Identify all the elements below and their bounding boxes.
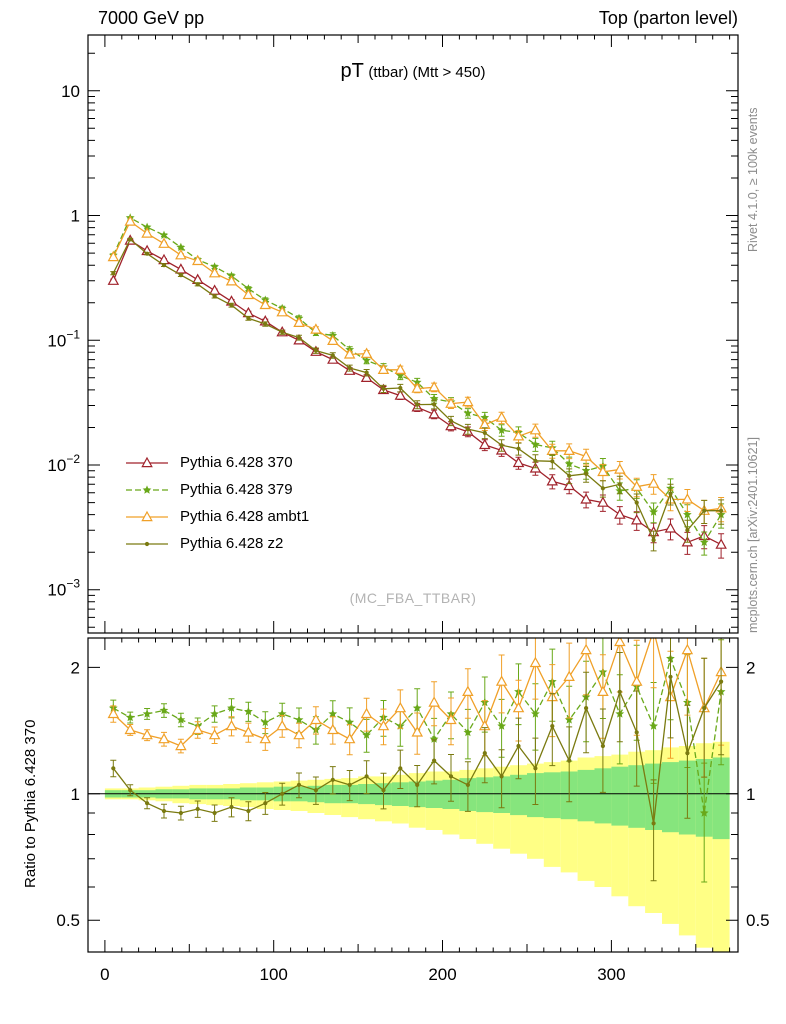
process-label: Top (parton level) — [598, 8, 738, 28]
analysis-watermark: (MC_FBA_TTBAR) — [349, 590, 477, 606]
rivet-version-note: Rivet 4.1.0, ≥ 100k events — [746, 107, 760, 252]
ratio-y-axis-label: Ratio to Pythia 6.428 370 — [22, 719, 39, 888]
svg-text:0: 0 — [100, 965, 109, 984]
plot-title-cut: (ttbar) (Mtt > 450) — [368, 64, 486, 81]
svg-text:300: 300 — [597, 965, 625, 984]
svg-text:1: 1 — [71, 207, 80, 226]
legend-marker-sample — [126, 510, 168, 521]
ratio-panel-frame — [87, 637, 739, 953]
svg-text:0.5: 0.5 — [56, 911, 80, 930]
legend-item: Pythia 6.428 370 — [124, 449, 309, 476]
legend-label: Pythia 6.428 379 — [180, 481, 293, 498]
svg-text:10−2: 10−2 — [47, 452, 80, 475]
legend: Pythia 6.428 370 Pythia 6.428 379 Pythia 6… — [124, 449, 309, 557]
beam-label: 7000 GeV pp — [98, 8, 205, 28]
svg-text:2: 2 — [71, 658, 80, 677]
svg-text:0.5: 0.5 — [746, 911, 770, 930]
axis-ticks — [88, 35, 738, 952]
main-series — [107, 213, 727, 559]
svg-text:100: 100 — [260, 965, 288, 984]
ratio-series — [107, 638, 727, 883]
legend-marker-sample — [126, 484, 168, 494]
svg-text:10−3: 10−3 — [47, 577, 80, 600]
legend-marker-sample — [126, 541, 168, 546]
legend-label: Pythia 6.428 ambt1 — [180, 508, 310, 525]
plot-title-observable: pT — [340, 60, 364, 82]
legend-label: Pythia 6.428 z2 — [180, 535, 284, 552]
svg-text:10: 10 — [61, 82, 80, 101]
legend-item: Pythia 6.428 ambt1 — [124, 503, 309, 530]
legend-label: Pythia 6.428 370 — [180, 454, 293, 471]
main-panel-frame — [87, 34, 739, 634]
legend-item: Pythia 6.428 z2 — [124, 530, 309, 557]
mcplots-citation-note: mcplots.cern.ch [arXiv:2401.10621] — [746, 437, 760, 633]
svg-text:10−1: 10−1 — [47, 327, 80, 350]
svg-text:200: 200 — [428, 965, 456, 984]
svg-text:2: 2 — [746, 658, 755, 677]
legend-marker-sample — [126, 456, 168, 467]
svg-text:1: 1 — [746, 785, 755, 804]
legend-item: Pythia 6.428 379 — [124, 476, 309, 503]
plot-title: pT (ttbar) (Mtt > 450) — [88, 60, 738, 83]
svg-text:1: 1 — [71, 785, 80, 804]
